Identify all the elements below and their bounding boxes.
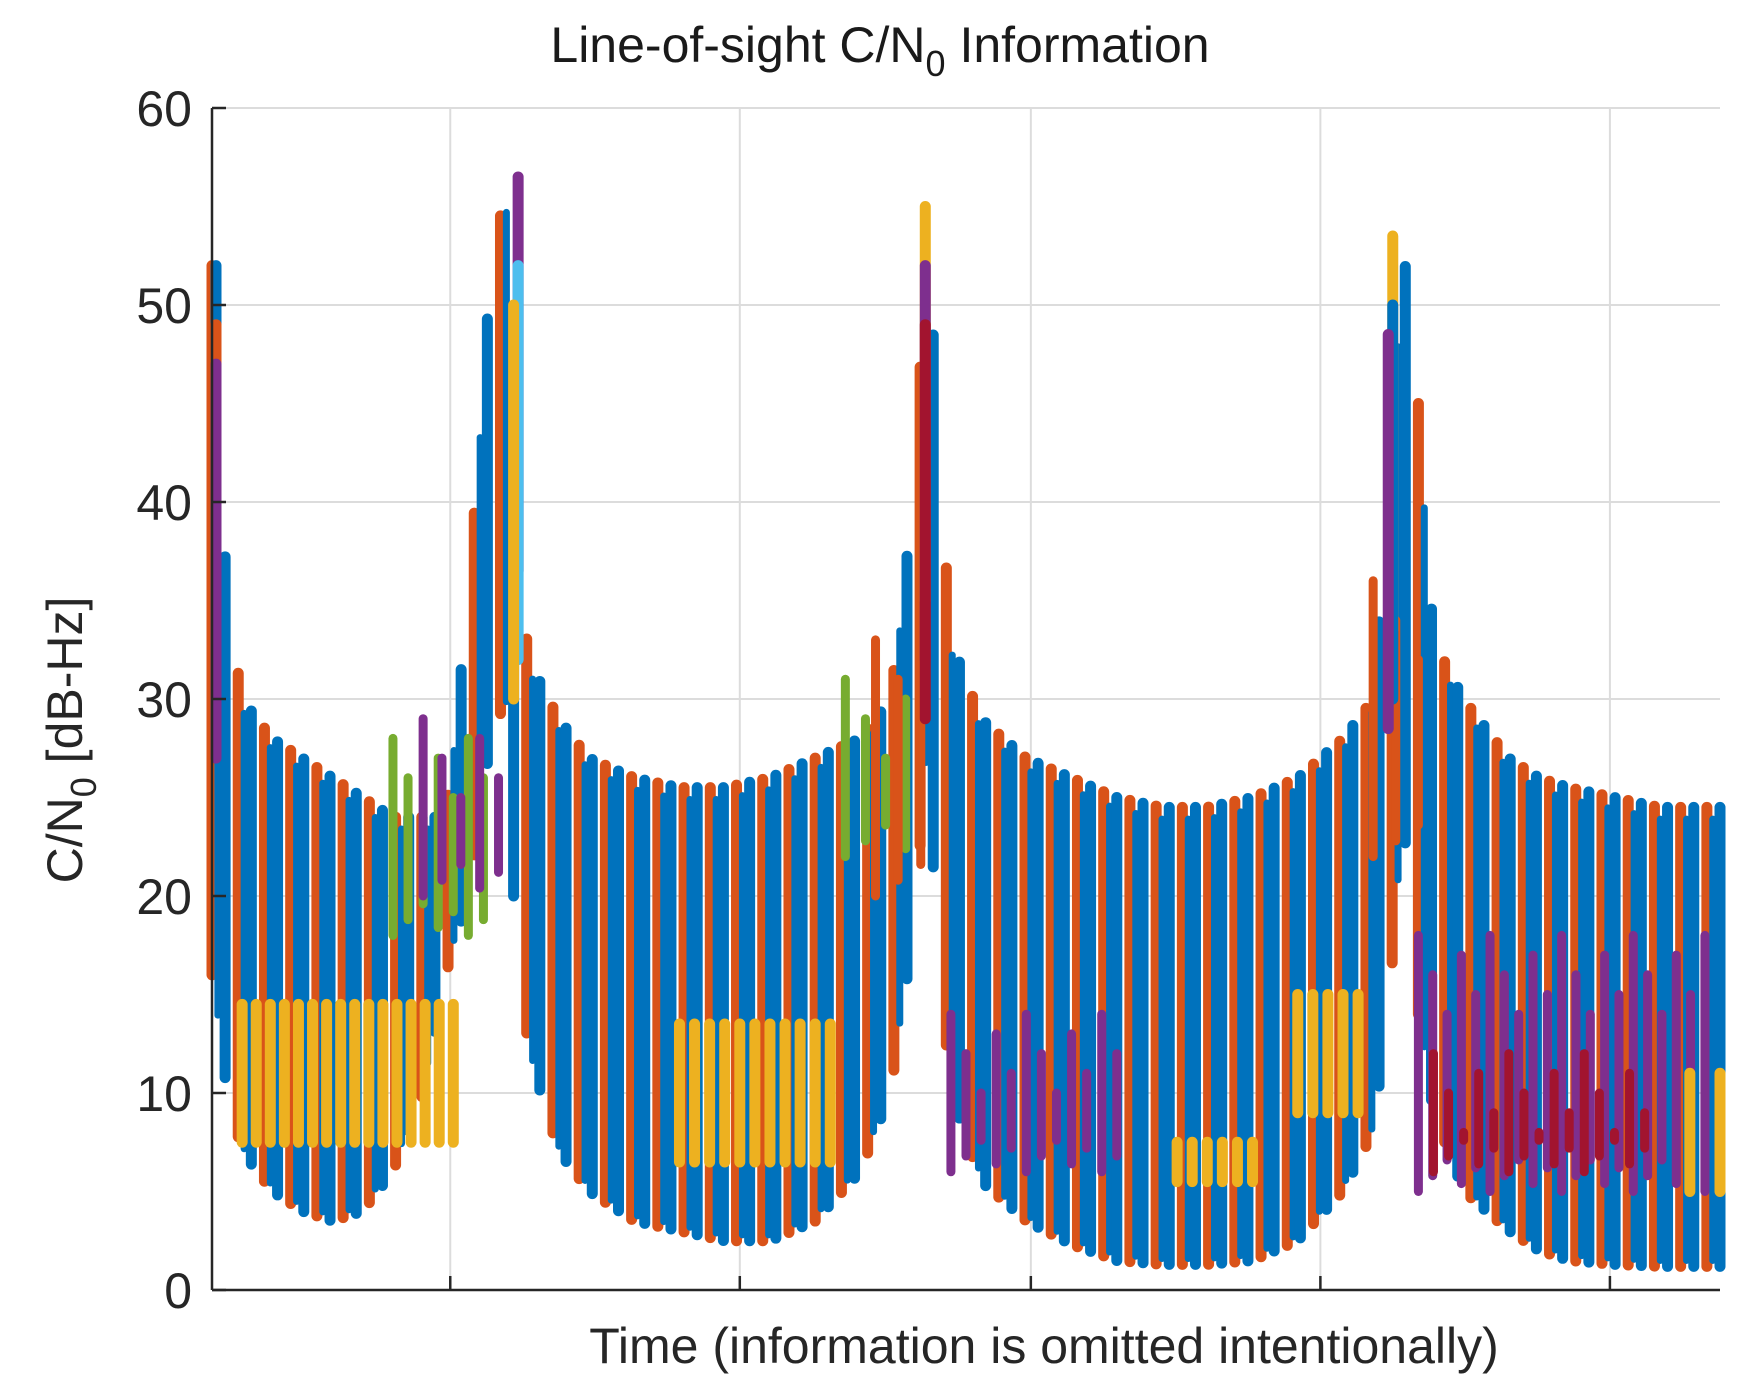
y-tick-label: 0 bbox=[164, 1263, 192, 1319]
data-bars bbox=[206, 208, 1726, 1272]
y-tick-label: 40 bbox=[136, 475, 192, 531]
axes bbox=[210, 106, 1720, 1292]
y-tick-label: 10 bbox=[136, 1066, 192, 1122]
y-tick-label: 60 bbox=[136, 81, 192, 137]
chart-title: Line-of-sight C/N0 Information bbox=[550, 17, 1209, 84]
y-tick-label: 50 bbox=[136, 278, 192, 334]
y-axis-label: C/N0 [dB-Hz] bbox=[37, 597, 104, 884]
y-tick-labels: 0 10 20 30 40 50 60 bbox=[136, 81, 192, 1319]
y-tick-label: 20 bbox=[136, 869, 192, 925]
x-axis-label: Time (information is omitted intentional… bbox=[589, 1318, 1499, 1374]
peak-markers bbox=[210, 171, 1399, 764]
y-tick-label: 30 bbox=[136, 672, 192, 728]
